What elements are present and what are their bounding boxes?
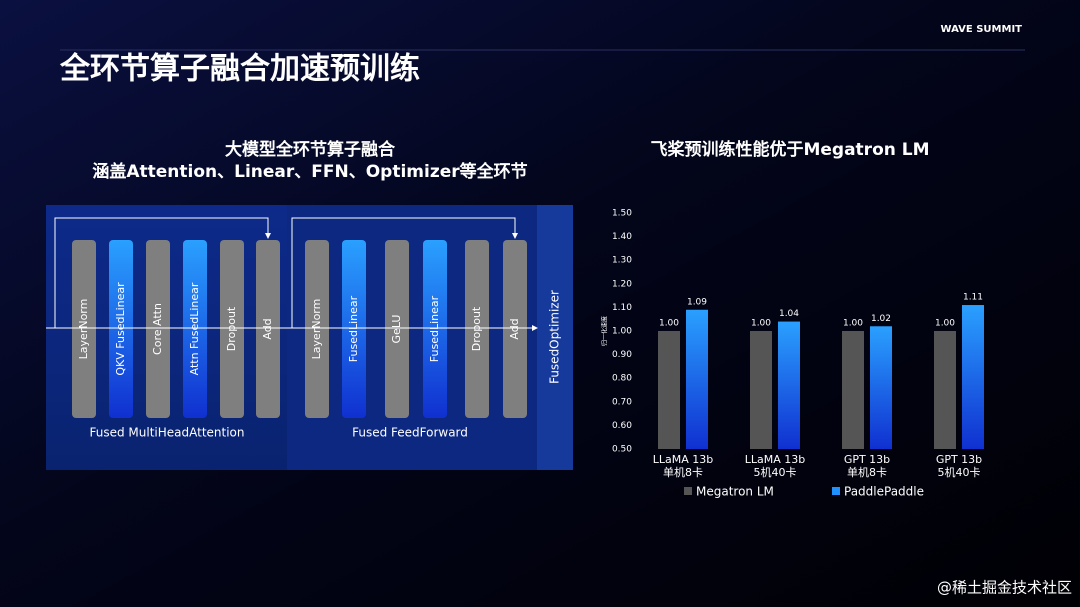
block (465, 240, 489, 418)
optimizer-label: FusedOptimizer (548, 290, 562, 384)
bar (750, 331, 772, 449)
block-label: LayerNorm (310, 299, 323, 360)
block (342, 240, 366, 418)
block-label: Add (261, 318, 274, 339)
bar (778, 321, 800, 449)
bar (658, 331, 680, 449)
y-axis-label: 归一化速度 (601, 316, 609, 346)
diagram-subtitle: 涵盖Attention、Linear、FFN、Optimizer等全环节 (92, 161, 527, 182)
y-tick-label: 1.40 (612, 232, 632, 242)
y-tick-label: 0.50 (612, 445, 632, 455)
value-label: 1.00 (843, 319, 863, 329)
value-label: 1.02 (871, 314, 891, 324)
y-tick-label: 0.60 (612, 421, 632, 431)
block-label: QKV FusedLinear (114, 282, 127, 376)
x-tick-label: GPT 13b 单机8卡 (844, 453, 890, 479)
y-tick-label: 1.10 (612, 303, 632, 313)
x-tick-label: GPT 13b 5机40卡 (936, 453, 982, 479)
legend-swatch (684, 487, 692, 495)
block-label: Dropout (470, 306, 483, 351)
block (503, 240, 527, 418)
block (256, 240, 280, 418)
block-label: Core Attn (151, 303, 164, 355)
bar (934, 331, 956, 449)
value-label: 1.00 (659, 319, 679, 329)
group-caption: Fused FeedForward (352, 426, 468, 440)
block (385, 240, 409, 418)
panel (537, 205, 573, 470)
slide-title: 全环节算子融合加速预训练 (59, 52, 420, 87)
group-caption: Fused MultiHeadAttention (89, 426, 244, 440)
block-label: Dropout (225, 306, 238, 351)
block-label: Attn FusedLinear (188, 282, 201, 375)
bar (686, 309, 708, 449)
skip-arrow (54, 217, 271, 328)
block (305, 240, 329, 418)
block-label: FusedLinear (428, 295, 441, 362)
block (72, 240, 96, 418)
bar (842, 331, 864, 449)
block-label: LayerNorm (77, 299, 90, 360)
y-tick-label: 1.20 (612, 279, 632, 289)
block (146, 240, 170, 418)
chart-title: 飞桨预训练性能优于Megatron LM (650, 139, 929, 160)
bar (870, 326, 892, 449)
block-label: Add (508, 318, 521, 339)
diagram-title: 大模型全环节算子融合 (225, 139, 396, 160)
value-label: 1.11 (963, 293, 983, 303)
skip-arrow (291, 217, 518, 328)
y-tick-label: 1.50 (612, 209, 632, 219)
y-tick-label: 0.80 (612, 374, 632, 384)
block-label: GeLU (390, 315, 403, 344)
legend-label: PaddlePaddle (844, 485, 924, 499)
y-tick-label: 0.90 (612, 350, 632, 360)
x-tick-label: LLaMA 13b 5机40卡 (745, 453, 806, 479)
logo: WAVE SUMMIT (941, 24, 1023, 35)
block (423, 240, 447, 418)
value-label: 1.00 (751, 319, 771, 329)
value-label: 1.04 (779, 309, 799, 319)
watermark: @稀土掘金技术社区 (937, 579, 1072, 597)
x-tick-label: LLaMA 13b 单机8卡 (653, 453, 714, 479)
y-tick-label: 1.30 (612, 256, 632, 266)
legend-swatch (832, 487, 840, 495)
value-label: 1.09 (687, 297, 707, 307)
legend-label: Megatron LM (696, 485, 774, 499)
block-label: FusedLinear (347, 295, 360, 362)
value-label: 1.00 (935, 319, 955, 329)
diagram: LayerNorm QKV FusedLinear Core Attn Attn Fu… (72, 240, 527, 440)
block (220, 240, 244, 418)
block (109, 240, 133, 418)
y-tick-label: 0.70 (612, 397, 632, 407)
bar (962, 305, 984, 449)
y-tick-label: 1.00 (612, 327, 632, 337)
block (183, 240, 207, 418)
